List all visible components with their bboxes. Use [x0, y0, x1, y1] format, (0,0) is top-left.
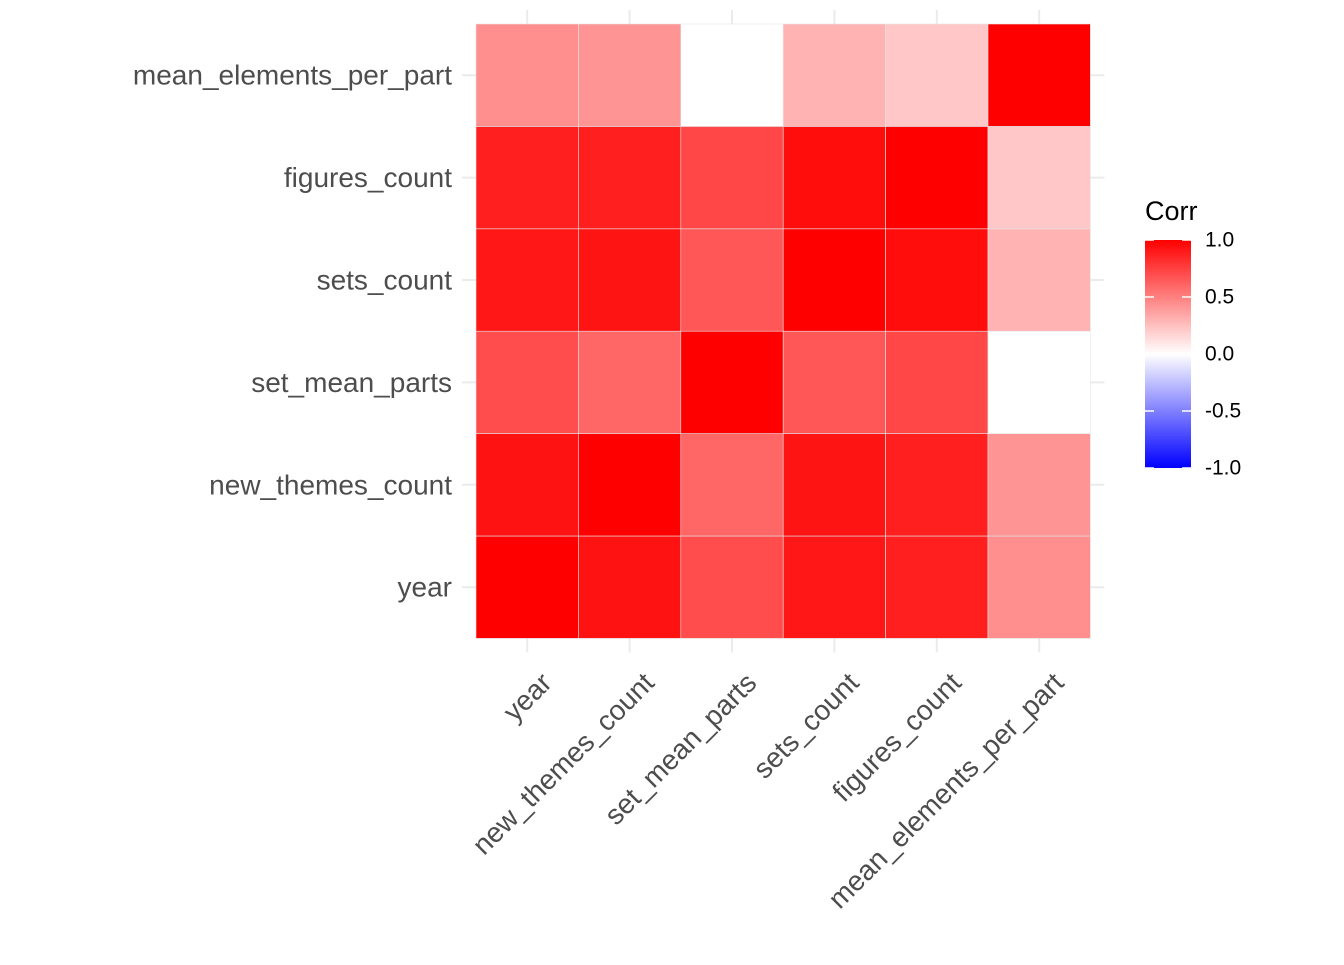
heatmap-cell-mean_elements_per_part-sets_count	[987, 228, 1091, 332]
heatmap-cell-sets_count-new_themes_count	[782, 433, 886, 537]
heatmap-cell-new_themes_count-mean_elements_per_part	[578, 23, 682, 127]
legend: Corr 1.0 0.5 0.0 -0.5 -1.0	[1145, 196, 1241, 480]
y-tick-label-year: year	[398, 572, 452, 603]
heatmap-cell-sets_count-figures_count	[782, 126, 886, 230]
heatmap-cell-year-year	[475, 535, 579, 639]
heatmap-cell-mean_elements_per_part-figures_count	[987, 126, 1091, 230]
heatmap-cell-figures_count-mean_elements_per_part	[885, 23, 989, 127]
heatmap-cell-new_themes_count-set_mean_parts	[578, 330, 682, 434]
heatmap-cell-new_themes_count-sets_count	[578, 228, 682, 332]
heatmap-cell-mean_elements_per_part-new_themes_count	[987, 433, 1091, 537]
y-tick-label-figures_count: figures_count	[284, 162, 452, 193]
legend-label: 0.0	[1205, 343, 1234, 366]
legend-label: 1.0	[1205, 229, 1234, 252]
heatmap-cell-set_mean_parts-mean_elements_per_part	[680, 23, 784, 127]
legend-label: -0.5	[1205, 400, 1241, 423]
heatmap-cell-figures_count-figures_count	[885, 126, 989, 230]
heatmap-cell-set_mean_parts-set_mean_parts	[680, 330, 784, 434]
x-tick-label-new_themes_count: new_themes_count	[466, 667, 660, 861]
heatmap-cell-mean_elements_per_part-set_mean_parts	[987, 330, 1091, 434]
legend-title: Corr	[1145, 196, 1198, 226]
legend-ticks: 1.0 0.5 0.0 -0.5 -1.0	[1145, 229, 1241, 480]
legend-label: 0.5	[1205, 286, 1234, 309]
heatmap-cell-figures_count-sets_count	[885, 228, 989, 332]
y-tick-label-new_themes_count: new_themes_count	[209, 469, 452, 500]
heatmap-cell-sets_count-sets_count	[782, 228, 886, 332]
heatmap-cell-sets_count-year	[782, 535, 886, 639]
heatmap-cell-figures_count-new_themes_count	[885, 433, 989, 537]
x-tick-label-year: year	[497, 667, 557, 727]
heatmap-cell-new_themes_count-new_themes_count	[578, 433, 682, 537]
heatmap-cell-sets_count-mean_elements_per_part	[782, 23, 886, 127]
y-tick-labels: year new_themes_count set_mean_parts sets_c…	[133, 60, 452, 603]
heatmap-cell-figures_count-set_mean_parts	[885, 330, 989, 434]
heatmap-cell-set_mean_parts-year	[680, 535, 784, 639]
heatmap-cell-year-figures_count	[475, 126, 579, 230]
y-tick-label-sets_count: sets_count	[317, 265, 453, 296]
x-tick-labels: yearnew_themes_countset_mean_partssets_c…	[466, 667, 1069, 915]
y-tick-label-set_mean_parts: set_mean_parts	[251, 367, 452, 398]
heatmap-cell-set_mean_parts-figures_count	[680, 126, 784, 230]
y-tick-label-mean_elements_per_part: mean_elements_per_part	[133, 60, 452, 91]
heatmap-cell-mean_elements_per_part-mean_elements_per_part	[987, 23, 1091, 127]
heatmap-cell-figures_count-year	[885, 535, 989, 639]
heatmap-cell-set_mean_parts-new_themes_count	[680, 433, 784, 537]
heatmap-cell-new_themes_count-year	[578, 535, 682, 639]
heatmap-cell-mean_elements_per_part-year	[987, 535, 1091, 639]
heatmap-cells	[475, 23, 1091, 639]
heatmap-cell-set_mean_parts-sets_count	[680, 228, 784, 332]
heatmap-cell-year-sets_count	[475, 228, 579, 332]
heatmap-cell-sets_count-set_mean_parts	[782, 330, 886, 434]
heatmap-cell-year-mean_elements_per_part	[475, 23, 579, 127]
heatmap-cell-year-new_themes_count	[475, 433, 579, 537]
heatmap-cell-new_themes_count-figures_count	[578, 126, 682, 230]
heatmap-cell-year-set_mean_parts	[475, 330, 579, 434]
legend-label: -1.0	[1205, 457, 1241, 480]
